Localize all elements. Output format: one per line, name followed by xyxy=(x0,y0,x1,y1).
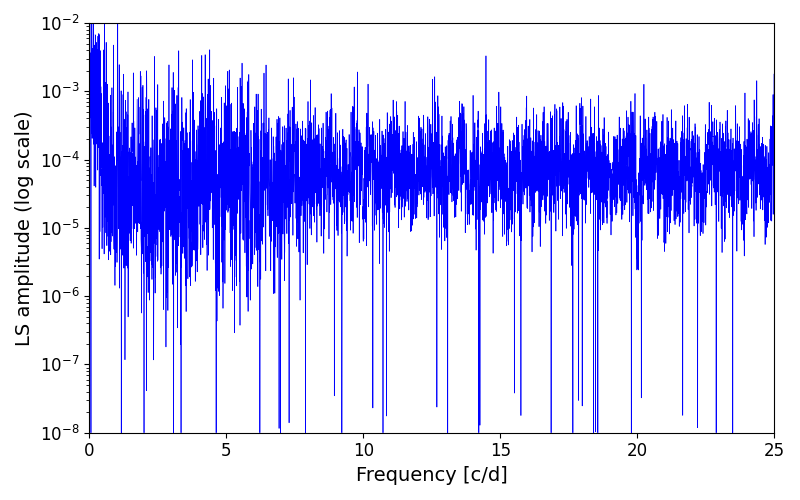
X-axis label: Frequency [c/d]: Frequency [c/d] xyxy=(356,466,508,485)
Y-axis label: LS amplitude (log scale): LS amplitude (log scale) xyxy=(15,110,34,346)
